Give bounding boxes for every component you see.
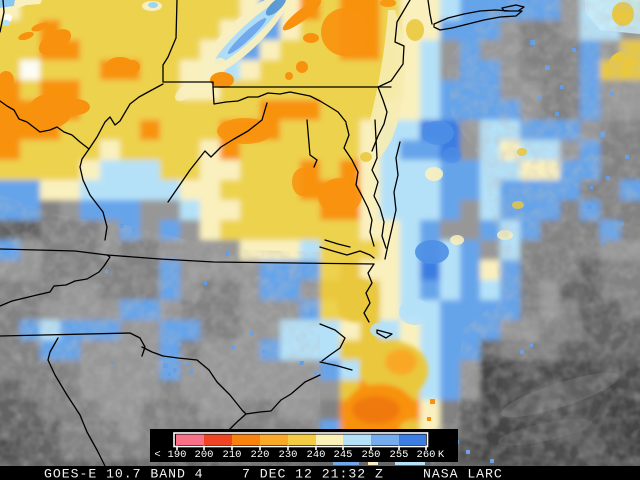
svg-text:NASA LARC: NASA LARC (423, 467, 503, 480)
svg-text:260: 260 (417, 449, 436, 461)
svg-text:200: 200 (195, 449, 214, 461)
svg-text:250: 250 (362, 449, 381, 461)
svg-text:210: 210 (223, 449, 242, 461)
svg-text:<: < (154, 449, 160, 461)
svg-text:7 DEC 12 21:32 Z: 7 DEC 12 21:32 Z (242, 467, 384, 480)
svg-text:220: 220 (251, 449, 270, 461)
svg-text:K: K (438, 449, 445, 461)
svg-text:GOES-E 10.7 BAND 4: GOES-E 10.7 BAND 4 (44, 467, 204, 480)
svg-text:240: 240 (307, 449, 326, 461)
svg-text:255: 255 (390, 449, 409, 461)
svg-text:245: 245 (334, 449, 353, 461)
svg-text:190: 190 (168, 449, 187, 461)
svg-text:230: 230 (279, 449, 298, 461)
